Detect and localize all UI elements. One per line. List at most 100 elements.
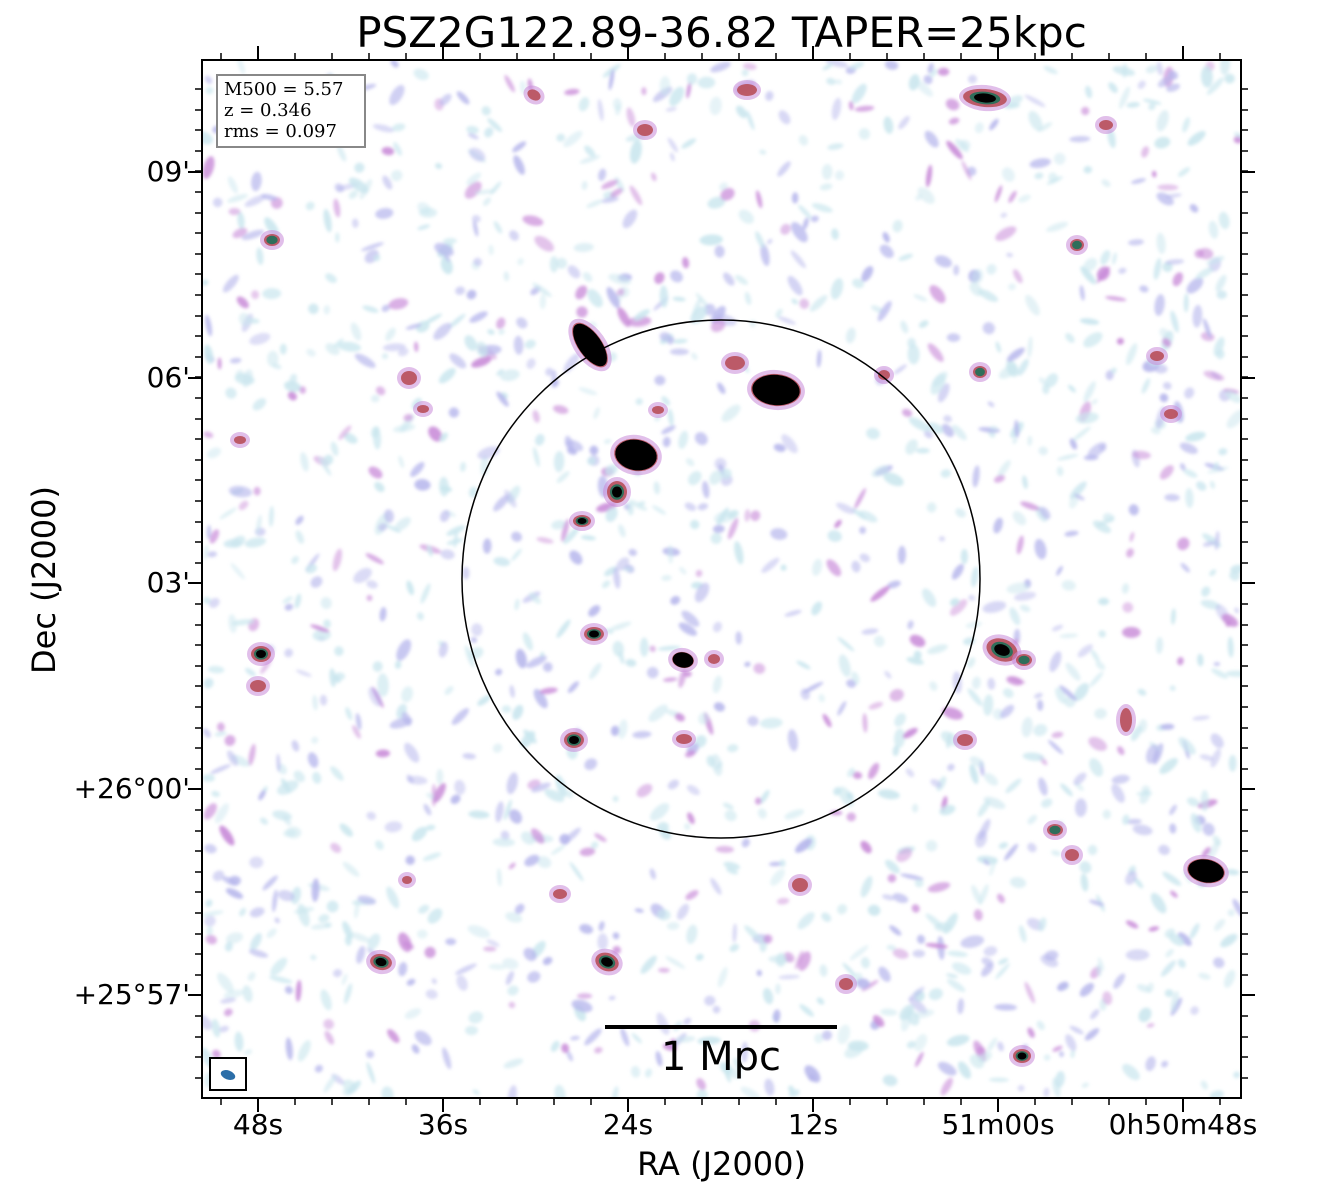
noise-blob xyxy=(669,348,690,356)
noise-blob xyxy=(310,624,330,633)
noise-blob xyxy=(873,635,885,647)
noise-blob xyxy=(795,838,813,853)
noise-blob xyxy=(445,938,457,946)
noise-blob xyxy=(357,895,377,905)
noise-blob xyxy=(707,196,726,209)
noise-blob xyxy=(695,953,704,961)
noise-blob xyxy=(983,859,990,866)
noise-blob xyxy=(601,196,619,204)
noise-blob xyxy=(324,1030,335,1045)
noise-blob xyxy=(948,117,960,125)
noise-blob xyxy=(833,787,842,796)
noise-blob xyxy=(1089,671,1104,687)
noise-blob xyxy=(1125,870,1137,885)
noise-blob xyxy=(605,506,618,523)
noise-blob xyxy=(1117,746,1125,756)
noise-blob xyxy=(310,923,331,930)
noise-blob xyxy=(1105,296,1127,302)
noise-blob xyxy=(505,971,515,985)
noise-blob xyxy=(237,212,245,230)
noise-blob xyxy=(1162,337,1171,348)
y-tick-label: 03' xyxy=(146,566,190,599)
noise-blob xyxy=(486,939,500,947)
noise-blob xyxy=(715,845,734,853)
noise-blob xyxy=(908,997,928,1014)
noise-blob xyxy=(556,471,570,484)
noise-blob xyxy=(483,946,497,952)
noise-blob xyxy=(1139,285,1149,293)
noise-blob xyxy=(1207,839,1221,860)
noise-blob xyxy=(854,105,875,112)
noise-blob xyxy=(1177,167,1191,177)
noise-blob xyxy=(312,771,322,784)
noise-blob xyxy=(1137,688,1147,696)
noise-blob xyxy=(398,455,405,468)
noise-blob xyxy=(337,341,362,352)
noise-blob xyxy=(993,517,1003,534)
noise-blob xyxy=(616,288,625,297)
noise-blob xyxy=(784,609,802,617)
noise-blob xyxy=(691,352,698,360)
noise-blob xyxy=(1018,194,1031,203)
noise-blob xyxy=(414,1030,432,1046)
noise-blob xyxy=(882,894,895,901)
noise-blob xyxy=(1164,989,1174,998)
noise-blob xyxy=(291,556,299,564)
noise-blob xyxy=(930,373,946,395)
noise-blob xyxy=(811,601,823,616)
radio-source xyxy=(246,676,270,696)
noise-blob xyxy=(249,933,262,951)
noise-blob xyxy=(901,408,913,417)
noise-blob xyxy=(778,110,791,125)
noise-blob xyxy=(586,199,604,208)
noise-blob xyxy=(230,562,245,580)
noise-blob xyxy=(666,921,680,931)
noise-blob xyxy=(277,890,295,902)
noise-blob xyxy=(695,292,710,309)
noise-blob xyxy=(1083,381,1096,403)
noise-blob xyxy=(1126,102,1140,108)
noise-blob xyxy=(368,466,383,479)
noise-blob xyxy=(1150,427,1161,435)
noise-blob xyxy=(1000,212,1008,218)
noise-blob xyxy=(1154,136,1171,149)
noise-blob xyxy=(1000,704,1015,719)
noise-blob xyxy=(1133,877,1144,889)
noise-blob xyxy=(1094,708,1107,719)
noise-blob xyxy=(1061,580,1076,591)
noise-blob xyxy=(1225,670,1241,677)
noise-blob xyxy=(534,235,555,252)
noise-blob xyxy=(276,753,281,772)
noise-blob xyxy=(223,989,245,999)
noise-blob xyxy=(612,98,622,111)
noise-blob xyxy=(550,1040,560,1052)
noise-blob xyxy=(906,657,924,665)
noise-blob xyxy=(827,530,842,542)
noise-blob xyxy=(249,856,264,869)
noise-blob xyxy=(362,305,379,313)
noise-blob xyxy=(1190,1006,1199,1015)
noise-blob xyxy=(563,353,580,373)
source-inner xyxy=(1049,825,1061,835)
noise-blob xyxy=(1154,294,1165,316)
noise-blob xyxy=(414,478,431,491)
noise-blob xyxy=(202,156,215,180)
radio-source xyxy=(560,728,588,752)
noise-blob xyxy=(678,430,689,449)
noise-blob xyxy=(418,904,430,914)
y-tick-label: 09' xyxy=(146,155,190,188)
source-core xyxy=(577,518,587,524)
source-core xyxy=(615,439,657,471)
noise-blob xyxy=(205,899,213,908)
noise-blob xyxy=(212,870,225,882)
noise-blob xyxy=(258,790,266,801)
noise-blob xyxy=(761,557,780,573)
figure-title: PSZ2G122.89-36.82 TAPER=25kpc xyxy=(356,8,1087,57)
noise-blob xyxy=(819,183,833,191)
noise-blob xyxy=(794,950,804,970)
x-tick-label: 48s xyxy=(232,1108,284,1141)
noise-blob xyxy=(1213,957,1225,969)
noise-blob xyxy=(791,192,799,204)
noise-blob xyxy=(514,903,525,914)
noise-blob xyxy=(462,566,470,580)
